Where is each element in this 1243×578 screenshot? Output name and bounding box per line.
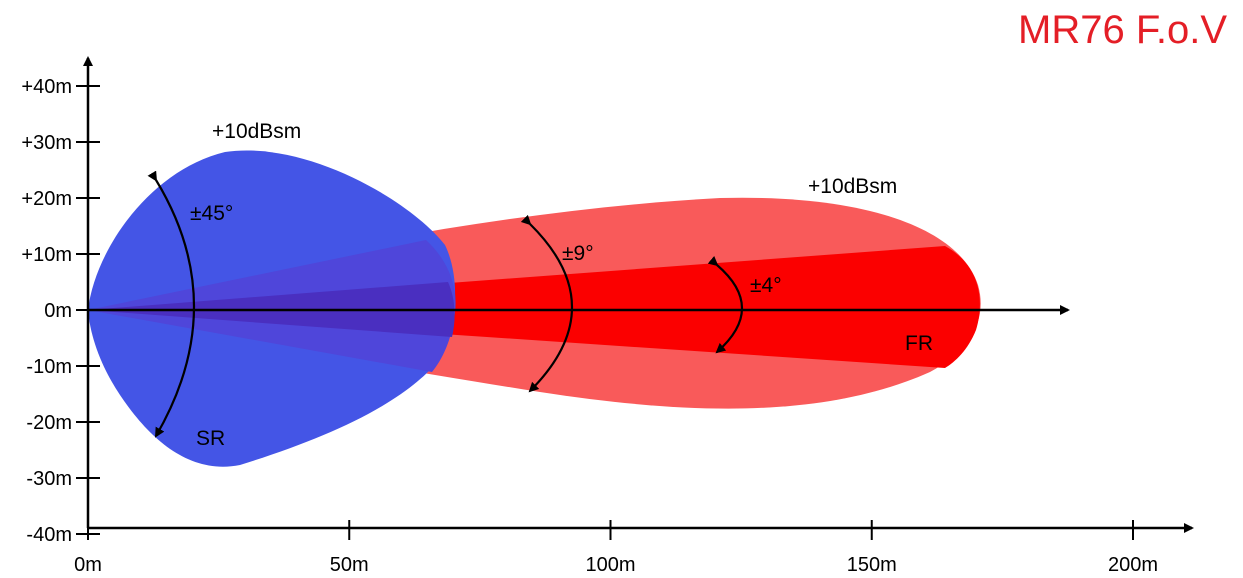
sr-angle-label: ±45° [190,202,233,225]
x-tick-label: 150m [847,554,897,576]
y-tick-label: -40m [26,524,72,546]
fr-narrow-angle-label: ±4° [750,274,782,297]
y-tick-label: +30m [21,132,72,154]
y-tick-label: -30m [26,468,72,490]
sr-gain-label: +10dBsm [212,120,301,143]
y-tick-label: -10m [26,356,72,378]
fr-angle-label: ±9° [562,242,594,265]
x-tick-label: 50m [330,554,369,576]
y-tick-label: +10m [21,244,72,266]
fr-gain-label: +10dBsm [808,175,897,198]
y-tick-label: 0m [44,300,72,322]
fr-label: FR [905,332,933,355]
y-tick-label: -20m [26,412,72,434]
sr-label: SR [196,427,225,450]
x-tick-label: 200m [1108,554,1158,576]
x-tick-label: 0m [74,554,102,576]
y-tick-label: +40m [21,76,72,98]
x-tick-label: 100m [585,554,635,576]
y-tick-label: +20m [21,188,72,210]
